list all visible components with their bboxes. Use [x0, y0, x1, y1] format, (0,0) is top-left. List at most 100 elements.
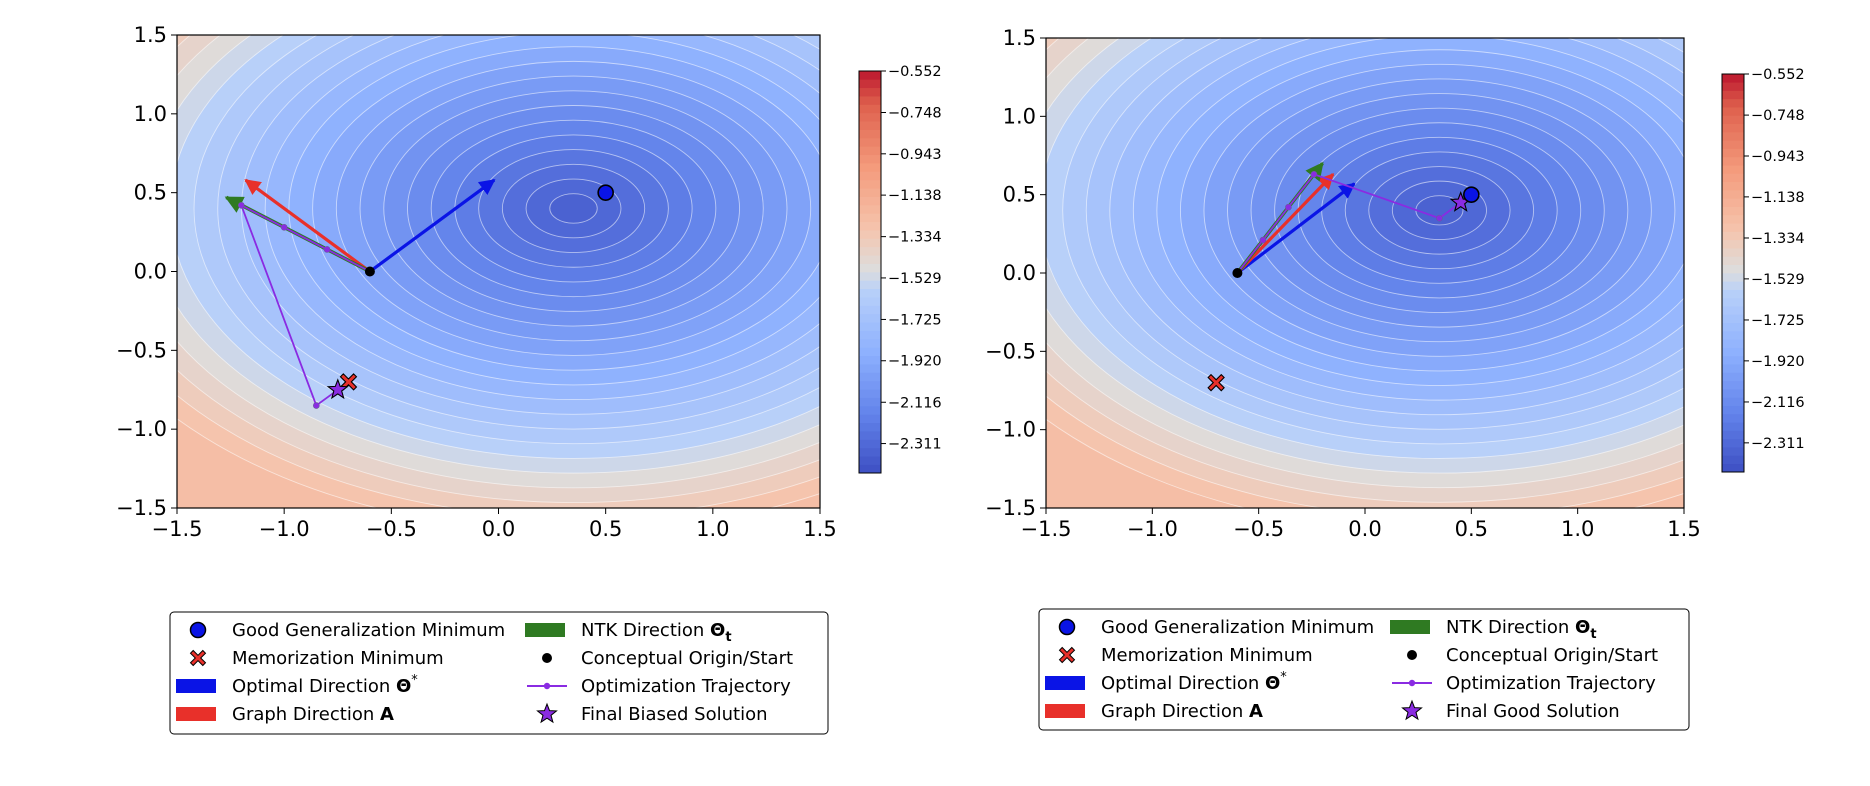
x-tick-label: −1.0	[1127, 517, 1178, 541]
colorbar-band	[1722, 231, 1744, 241]
colorbar-band	[1722, 247, 1744, 257]
legend-label-text: NTK Direction	[581, 620, 710, 641]
y-tick-label: 1.0	[1003, 104, 1036, 128]
colorbar-tick-label: −1.920	[1751, 354, 1805, 370]
legend-label: Optimization Trajectory	[1446, 673, 1656, 694]
x-tick-label: 0.5	[1455, 517, 1488, 541]
colorbar-band	[1722, 164, 1744, 174]
colorbar-tick-label: −1.529	[1751, 272, 1805, 288]
legend-label: Memorization Minimum	[1101, 645, 1313, 666]
colorbar-band	[859, 455, 881, 465]
colorbar-band	[859, 347, 881, 357]
colorbar-band	[1722, 363, 1744, 373]
colorbar-band	[859, 87, 881, 97]
colorbar-band	[859, 372, 881, 382]
legend-marker-blue-circle	[1058, 618, 1076, 636]
colorbar-band	[859, 229, 881, 239]
y-tick-label: −1.0	[985, 418, 1036, 442]
colorbar-band	[1722, 140, 1744, 149]
legend-label-symbol: Θ	[710, 620, 725, 641]
legend-label: Final Biased Solution	[581, 704, 768, 725]
y-tick-label: −1.0	[116, 417, 167, 441]
legend-label-text: Graph Direction	[1101, 701, 1249, 722]
colorbar-band	[1722, 330, 1744, 340]
colorbar-band	[1722, 280, 1744, 290]
colorbar-band	[859, 162, 881, 172]
colorbar-band	[859, 430, 881, 440]
contour-panel-left: −1.5 −1.0 −0.5 0.0 0.5 1.0 1.5 −1.5 −1.0 −0.5 0.0 0…	[116, 23, 942, 735]
origin-legend-icon	[1407, 650, 1417, 660]
legend-label-text: Good Generalization Minimum	[1101, 617, 1374, 638]
colorbar-band	[859, 380, 881, 390]
colorbar-band	[1722, 181, 1744, 191]
optimization-trajectory	[1236, 173, 1462, 274]
y-tick-label: −1.5	[116, 496, 167, 520]
colorbar-tick-label: −2.311	[888, 437, 942, 453]
colorbar-band	[1722, 289, 1744, 299]
legend-marker-red-x	[1058, 646, 1076, 664]
trajectory-legend-dot	[1408, 679, 1416, 687]
colorbar-band	[859, 321, 881, 331]
legend-marker-red-x	[189, 649, 207, 667]
colorbar-band	[1722, 388, 1744, 398]
y-tick-label: −0.5	[985, 339, 1036, 363]
colorbar-band	[1722, 272, 1744, 282]
trajectory-point	[1259, 236, 1267, 244]
legend-frame	[169, 611, 829, 735]
legend: Good Generalization Minimum Memorization …	[1038, 608, 1690, 731]
x-tick-label: 1.0	[696, 517, 729, 541]
colorbar-band	[1722, 106, 1744, 116]
legend-frame	[1038, 608, 1690, 731]
colorbar-tick-label: −1.138	[888, 188, 942, 204]
colorbar-tick-label: −1.334	[888, 230, 942, 246]
colorbar-band	[859, 112, 881, 122]
colorbar-band	[1722, 413, 1744, 423]
x-tick-label: 0.5	[589, 517, 622, 541]
colorbar-band	[859, 296, 881, 306]
legend-label-text: Conceptual Origin/Start	[1446, 645, 1658, 666]
legend-label-text: Optimal Direction	[232, 676, 396, 697]
colorbar-band	[859, 196, 881, 206]
legend-marker-red-patch	[176, 707, 216, 721]
legend-marker-purple-star	[1401, 699, 1423, 721]
legend-label-text: Good Generalization Minimum	[232, 620, 505, 641]
colorbar-band	[859, 422, 881, 432]
optimal-legend-icon	[1045, 676, 1085, 690]
legend-label: NTK Direction Θt	[1446, 617, 1597, 642]
contour-level	[549, 193, 598, 224]
colorbar-band	[859, 280, 881, 290]
y-tick-label: 0.5	[134, 181, 167, 205]
colorbar-band	[1722, 405, 1744, 415]
ntk-legend-icon	[1390, 620, 1430, 634]
legend-label-text: Conceptual Origin/Start	[581, 648, 793, 669]
colorbar-band	[1722, 98, 1744, 108]
legend-label-sub: t	[1590, 627, 1596, 642]
good-minimum-marker	[1463, 186, 1480, 203]
colorbar-tick-label: −0.552	[1751, 67, 1805, 83]
legend-label-text: Memorization Minimum	[1101, 645, 1313, 666]
colorbar-band	[1722, 305, 1744, 315]
colorbar-band	[859, 187, 881, 197]
colorbar-tick-label: −1.725	[888, 312, 942, 328]
colorbar-band	[1722, 322, 1744, 332]
colorbar-band	[1722, 198, 1744, 207]
colorbar-tick-label: −2.311	[1751, 436, 1805, 452]
graph-legend-icon	[1045, 704, 1085, 718]
legend-label-text: Optimization Trajectory	[1446, 673, 1656, 694]
x-tick-label: 1.0	[1561, 517, 1594, 541]
contour-field	[1046, 38, 1684, 508]
legend-label: Conceptual Origin/Start	[581, 648, 793, 669]
colorbar-band	[859, 254, 881, 264]
legend-marker-blue-patch	[1045, 676, 1085, 690]
x-tick-label: 0.0	[1348, 517, 1381, 541]
colorbar-band	[859, 439, 881, 449]
colorbar-band	[859, 154, 881, 164]
trajectory-point	[1285, 203, 1292, 211]
colorbar-band	[1722, 173, 1744, 183]
legend-label-sup: *	[1280, 670, 1287, 685]
colorbar-band	[859, 179, 881, 189]
legend-marker-purple-star	[536, 702, 558, 724]
colorbar-band	[859, 120, 881, 130]
colorbar-band	[1722, 206, 1744, 216]
colorbar-band	[1722, 123, 1744, 133]
